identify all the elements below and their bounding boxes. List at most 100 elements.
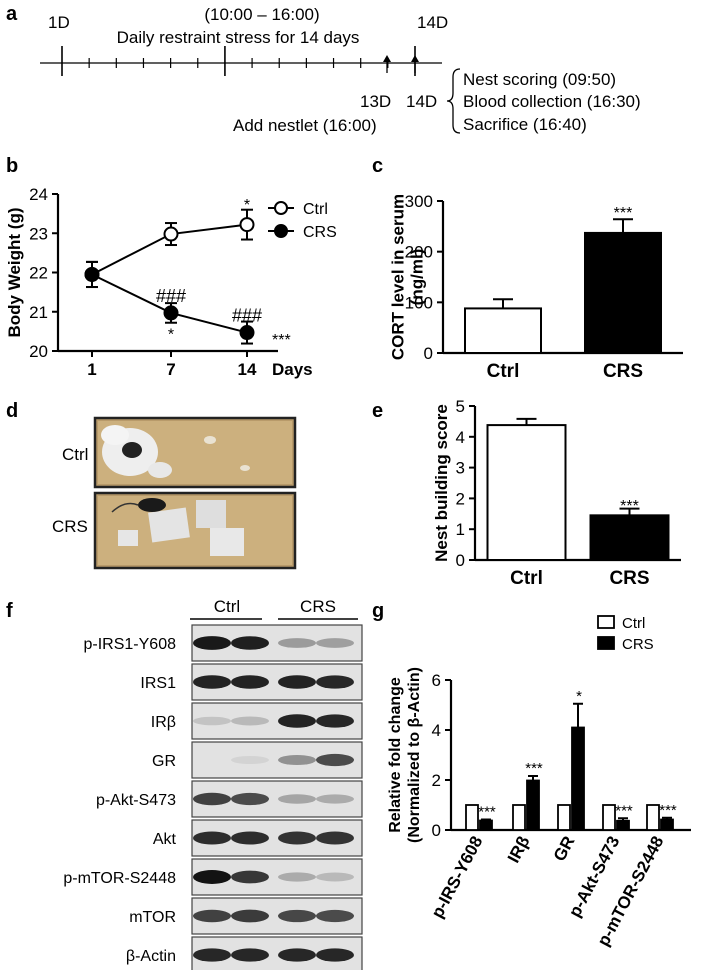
blot-band-beta-actin-lane-4 — [316, 948, 354, 962]
timeline-day-end: 14D — [417, 13, 448, 32]
annotation-3: ### — [232, 306, 262, 326]
panel-d: d Ctrl CRS — [6, 400, 297, 570]
panel-b: b 20 21 22 23 24 1 7 14 Days Body Weight (g) * ### *… — [5, 155, 337, 379]
western-blot: p-IRS1-Y608 IRS1 IRβ GR p-Akt-S473 Akt p-mTOR-… — [63, 624, 363, 970]
y-tick-label-300: 300 — [405, 192, 433, 211]
bar-gr-ctrl — [557, 804, 571, 831]
y-tick-label-3: 3 — [456, 459, 465, 478]
y-tick-label-22: 22 — [29, 264, 48, 283]
events-brace — [446, 68, 461, 134]
nest-score-chart: 0 1 2 3 4 5 Ctrl CRS *** Nest building score — [432, 397, 681, 589]
y-tick-label-200: 200 — [405, 243, 433, 262]
legend-swatch-ctrl — [597, 615, 615, 629]
bar-p-akt-s473-ctrl — [602, 804, 616, 831]
panel-a: a 1D 14D (10:00 – 16:00) Daily restraint… — [6, 3, 641, 135]
y-tick-label-0: 0 — [432, 821, 441, 840]
blot-band-irbeta-lane-1 — [193, 716, 231, 726]
timeline-stress-text: Daily restraint stress for 14 days — [117, 28, 360, 47]
y-axis-label: CORT level in serum(ng/ml) — [389, 194, 427, 360]
blot-band-gr-lane-2 — [231, 755, 269, 765]
x-tick-label-gr: GR — [550, 833, 579, 864]
x-tick-label-crs: CRS — [609, 568, 649, 589]
annotation-2: * — [168, 326, 174, 343]
significance-p-akt-s473: *** — [615, 802, 633, 819]
y-tick-label-20: 20 — [29, 342, 48, 361]
y-tick-label-5: 5 — [456, 397, 465, 416]
event-sacrifice: Sacrifice (16:40) — [463, 115, 587, 134]
significance-irbeta: *** — [525, 760, 543, 777]
annotation-4: *** — [272, 332, 291, 349]
y-tick-label-6: 6 — [432, 671, 441, 690]
x-tick-label-1: 1 — [87, 360, 96, 379]
arrow-day13 — [383, 55, 391, 73]
panel-g: g 0246***p-IRS-Y608***IRβ*GR***p-Akt-S47… — [372, 600, 691, 949]
blot-label-p-irs1-y608: p-IRS1-Y608 — [84, 636, 177, 653]
blot-label-p-mtor-s2448: p-mTOR-S2448 — [63, 870, 176, 887]
panel-label-g: g — [372, 600, 384, 622]
panel-label-b: b — [6, 155, 18, 177]
blot-band-beta-actin-lane-1 — [193, 948, 231, 962]
nest-photo-label-crs: CRS — [52, 517, 88, 536]
timeline-time-window: (10:00 – 16:00) — [204, 5, 319, 24]
y-tick-label-4: 4 — [432, 721, 441, 740]
panel-f: f Ctrl CRS p-IRS1-Y608 IRS1 IRβ GR p-Akt-S47… — [6, 597, 363, 970]
timeline-day13-label: 13D — [360, 92, 391, 111]
y-axis-label: Nest building score — [432, 404, 451, 562]
x-tick-label-ctrl: Ctrl — [487, 361, 520, 382]
blot-band-p-akt-s473-lane-3 — [278, 794, 316, 804]
y-tick-label-1: 1 — [456, 520, 465, 539]
body-weight-chart: 20 21 22 23 24 1 7 14 Days Body Weight (g) * ### * ##… — [5, 185, 337, 379]
blot-band-akt-lane-3 — [278, 831, 316, 845]
event-nest-scoring: Nest scoring (09:50) — [463, 70, 616, 89]
blot-band-p-akt-s473-lane-2 — [231, 792, 269, 806]
y-tick-label-4: 4 — [456, 428, 465, 447]
blot-label-irbeta: IRβ — [151, 714, 176, 731]
blot-band-akt-lane-1 — [193, 831, 231, 845]
fold-change-chart: 0246***p-IRS-Y608***IRβ*GR***p-Akt-S473*… — [387, 615, 691, 949]
blot-band-mtor-lane-1 — [193, 909, 231, 923]
blot-band-mtor-lane-4 — [316, 909, 354, 923]
blot-band-beta-actin-lane-2 — [231, 948, 269, 962]
significance-gr: * — [576, 688, 582, 705]
bar-ctrl — [486, 424, 567, 562]
point-crs-14 — [239, 325, 255, 341]
panel-label-a: a — [6, 3, 18, 25]
panel-label-f: f — [6, 600, 13, 622]
blot-band-irs1-lane-4 — [316, 675, 354, 689]
annotation-1: ### — [156, 286, 186, 306]
y-axis-label: Relative fold change (Normalized to β-Act… — [387, 667, 423, 843]
y-tick-label-2: 2 — [432, 771, 441, 790]
annotation-0: * — [244, 197, 250, 214]
bar-p-mtor-s2448-ctrl — [646, 804, 660, 831]
blot-group-ctrl: Ctrl — [214, 597, 240, 616]
blot-label-mtor: mTOR — [129, 909, 176, 926]
blot-label-gr: GR — [152, 753, 176, 770]
y-tick-label-2: 2 — [456, 489, 465, 508]
timeline-day-start: 1D — [48, 13, 70, 32]
blot-band-irbeta-lane-4 — [316, 714, 354, 728]
panel-e: e 0 1 2 3 4 5 Ctrl CRS *** Nest building score — [372, 397, 681, 589]
nest-photo-label-ctrl: Ctrl — [62, 445, 88, 464]
bar-p-akt-s473-crs — [616, 819, 630, 831]
y-tick-label-23: 23 — [29, 224, 48, 243]
blot-band-irs1-lane-1 — [193, 675, 231, 689]
blot-band-gr-lane-4 — [316, 753, 354, 767]
bar-irbeta-ctrl — [512, 804, 526, 831]
blot-band-mtor-lane-3 — [278, 909, 316, 923]
legend-label-crs: CRS — [622, 636, 654, 653]
blot-label-akt: Akt — [153, 831, 177, 848]
x-tick-label-irbeta: IRβ — [504, 833, 534, 866]
blot-label-beta-actin: β-Actin — [126, 948, 176, 965]
bar-ctrl — [464, 307, 542, 354]
y-tick-label-0: 0 — [424, 344, 433, 363]
blot-band-mtor-lane-2 — [231, 909, 269, 923]
point-ctrl-7 — [163, 226, 179, 242]
timeline-day14-label: 14D — [406, 92, 437, 111]
significance-p-mtor-s2448: *** — [659, 802, 677, 819]
bar-gr-crs — [571, 726, 585, 831]
timeline-ticks — [61, 46, 416, 76]
blot-band-gr-lane-3 — [278, 754, 316, 766]
blot-band-p-mtor-s2448-lane-3 — [278, 872, 316, 882]
blot-band-akt-lane-2 — [231, 831, 269, 845]
bar-crs — [589, 514, 670, 562]
